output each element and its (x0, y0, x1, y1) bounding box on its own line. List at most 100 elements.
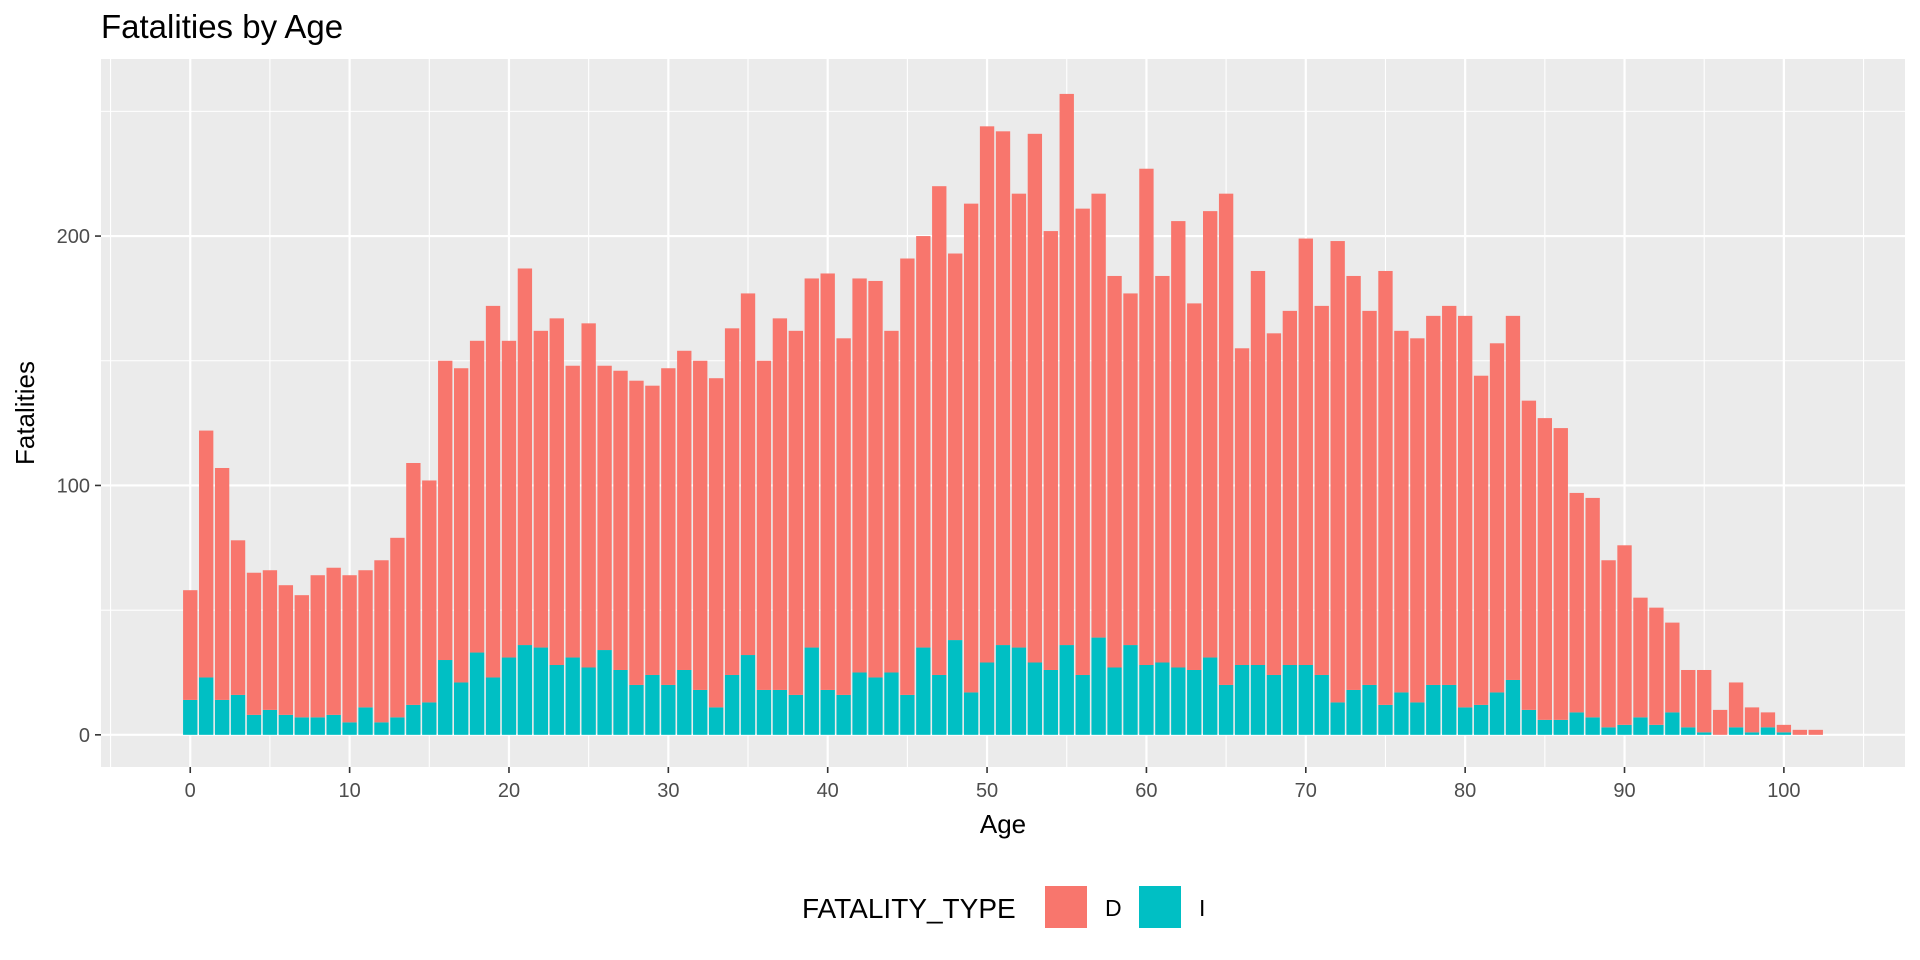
bar-segment-d (979, 126, 995, 663)
bar-segment-d (1760, 712, 1776, 728)
bar-segment-d (310, 575, 325, 718)
bar-segment-d (549, 318, 564, 666)
bar-segment-i (724, 674, 740, 735)
bar-segment-i (310, 717, 325, 735)
bar-segment-i (1426, 684, 1441, 735)
bar-segment-d (1697, 669, 1712, 733)
x-tick-label: 50 (976, 780, 998, 802)
bar-segment-i (1203, 657, 1218, 735)
bar-segment-i (979, 662, 995, 735)
y-tick-label: 200 (57, 226, 90, 248)
bar-segment-d (677, 350, 692, 670)
bar-segment-d (469, 340, 485, 653)
bar-segment-d (1091, 193, 1106, 638)
bar-segment-i (708, 707, 724, 735)
bar-segment-d (1776, 724, 1792, 733)
bar-segment-i (1649, 724, 1664, 735)
bar-segment-i (1075, 674, 1090, 735)
bar-segment-d (199, 430, 214, 678)
bar-segment-d (1744, 707, 1760, 733)
bar-segment-d (836, 338, 851, 695)
bar-segment-i (804, 647, 819, 735)
bar-segment-i (1171, 667, 1186, 735)
bar-series (183, 93, 1823, 735)
legend-key-i (1139, 886, 1181, 928)
bar-segment-d (1218, 193, 1234, 685)
bar-segment-d (1298, 238, 1313, 666)
bar-segment-d (342, 575, 357, 723)
bar-segment-i (230, 694, 246, 735)
bar-segment-i (1457, 707, 1473, 735)
bar-segment-i (1728, 727, 1744, 735)
bar-segment-i (1617, 724, 1632, 735)
bar-segment-i (1362, 684, 1377, 735)
bar-segment-i (1442, 684, 1457, 735)
bar-segment-i (374, 722, 389, 735)
bar-segment-d (1394, 330, 1409, 693)
x-tick-label: 30 (657, 780, 679, 802)
bar-segment-i (517, 645, 533, 735)
bar-segment-i (693, 689, 708, 735)
bar-segment-i (1187, 669, 1202, 735)
legend-label-d: D (1105, 895, 1122, 921)
bar-segment-d (1712, 709, 1728, 735)
bar-segment-d (1410, 338, 1425, 703)
bar-segment-i (1553, 719, 1568, 735)
bar-segment-i (294, 717, 309, 735)
bar-segment-i (1282, 665, 1298, 735)
bar-segment-d (1155, 275, 1170, 663)
bar-segment-d (597, 365, 612, 651)
bar-segment-i (262, 709, 278, 735)
bar-segment-i (597, 650, 612, 735)
bar-segment-d (1027, 133, 1043, 663)
bar-segment-i (1059, 645, 1074, 735)
bar-segment-d (868, 280, 883, 678)
bar-segment-i (932, 674, 947, 735)
bar-segment-i (884, 672, 899, 735)
bar-segment-i (1505, 679, 1521, 735)
bar-segment-d (1282, 310, 1298, 666)
bar-segment-i (1521, 709, 1537, 735)
bar-segment-i (661, 684, 676, 735)
bar-segment-i (852, 672, 867, 735)
bar-segment-d (1107, 275, 1122, 668)
bar-segment-i (1776, 732, 1792, 735)
bar-segment-d (963, 203, 979, 693)
bar-segment-i (246, 714, 262, 735)
bar-segment-d (183, 590, 198, 700)
bar-segment-i (677, 669, 692, 735)
bar-segment-d (1250, 270, 1266, 666)
y-axis-title: Fatalities (10, 361, 40, 465)
bar-segment-i (613, 669, 628, 735)
bar-segment-d (772, 318, 788, 690)
bar-segment-d (1075, 208, 1090, 675)
bar-segment-i (645, 674, 660, 735)
bar-segment-d (661, 368, 676, 685)
bar-segment-d (693, 360, 708, 690)
bar-segment-d (804, 278, 819, 648)
bar-segment-i (788, 694, 803, 735)
bar-segment-i (183, 699, 198, 735)
bar-segment-d (1633, 597, 1648, 718)
bar-segment-i (1314, 674, 1329, 735)
bar-segment-d (629, 380, 644, 685)
bar-segment-d (406, 463, 421, 705)
bar-segment-d (1426, 315, 1441, 685)
bar-segment-d (262, 570, 278, 710)
bar-segment-d (900, 258, 915, 695)
bar-segment-i (533, 647, 549, 735)
bar-segment-d (358, 570, 373, 708)
bar-segment-d (246, 572, 262, 715)
bar-segment-d (1011, 193, 1027, 648)
bar-segment-i (756, 689, 772, 735)
bar-segment-i (1107, 667, 1122, 735)
bar-segment-d (390, 537, 405, 718)
bar-segment-d (501, 340, 517, 658)
bar-segment-d (740, 293, 756, 656)
bar-segment-d (1362, 310, 1377, 685)
legend-label-i: I (1199, 895, 1205, 921)
bar-segment-d (1043, 231, 1058, 670)
bar-segment-i (1043, 669, 1058, 735)
x-tick-label: 60 (1135, 780, 1157, 802)
